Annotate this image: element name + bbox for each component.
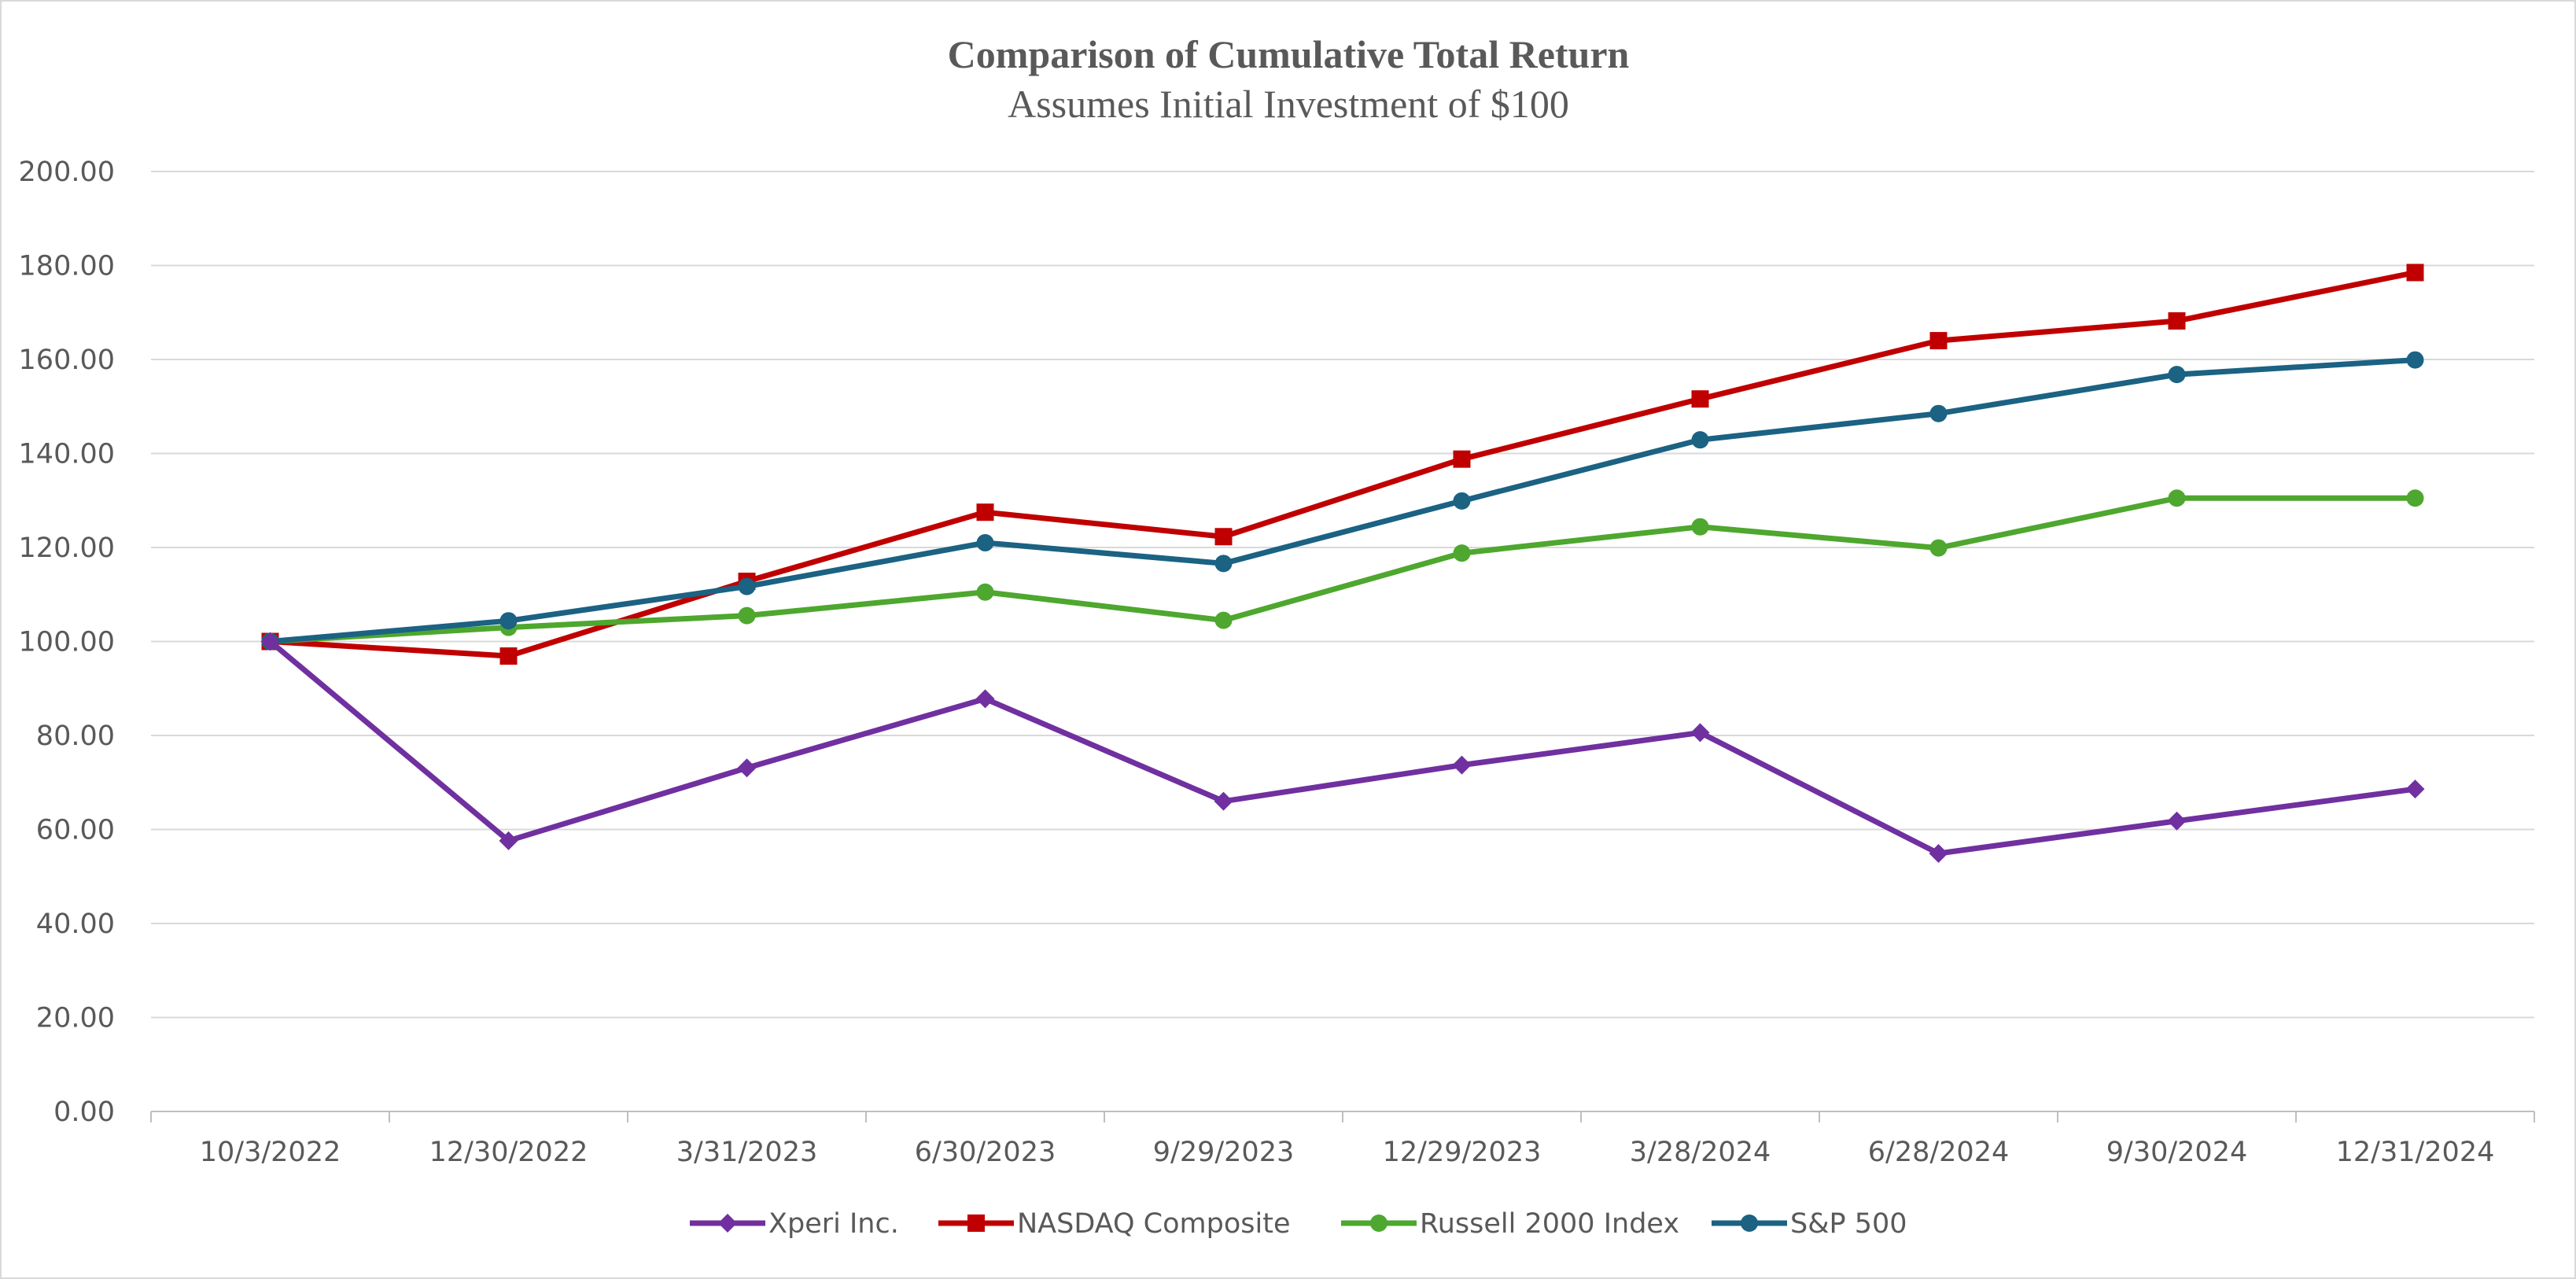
series-russell-2000-index (261, 489, 2424, 651)
data-point (499, 831, 518, 850)
x-tick-label: 10/3/2022 (200, 1137, 341, 1168)
x-tick-label: 12/29/2023 (1383, 1137, 1542, 1168)
chart-title: Comparison of Cumulative Total Return (948, 32, 1630, 76)
data-point (2406, 489, 2424, 507)
y-tick-label: 180.00 (19, 251, 115, 282)
y-tick-label: 0.00 (53, 1097, 115, 1128)
x-tick-label: 12/30/2022 (429, 1137, 588, 1168)
legend: Xperi Inc. NASDAQ Composite Russell 2000 I… (690, 1208, 1907, 1240)
data-point (738, 606, 756, 625)
x-tick-label: 3/28/2024 (1630, 1137, 1771, 1168)
data-point (1214, 611, 1233, 629)
data-point (1453, 450, 1471, 468)
y-tick-label: 40.00 (36, 909, 115, 940)
legend-item: S&P 500 (1712, 1208, 1907, 1240)
data-point (1214, 791, 1233, 811)
data-point (1929, 843, 1948, 863)
data-point (1690, 723, 1710, 743)
data-point (2405, 780, 2425, 799)
y-tick-label: 20.00 (36, 1003, 115, 1034)
x-tick-label: 9/29/2023 (1153, 1137, 1294, 1168)
y-tick-label: 80.00 (36, 721, 115, 752)
data-point (2168, 489, 2186, 507)
axes: 0.00 20.00 40.00 60.00 80.00 100.00 120.00 140.… (19, 157, 2535, 1168)
gridlines (151, 171, 2534, 1019)
series-xperi-inc- (260, 632, 2425, 863)
data-point (1691, 390, 1709, 408)
y-tick-label: 120.00 (19, 533, 115, 564)
x-tick-label: 6/28/2024 (1868, 1137, 2009, 1168)
y-tick-label: 100.00 (19, 627, 115, 658)
data-point (1929, 404, 1948, 422)
series-line (267, 639, 2418, 857)
legend-item: NASDAQ Composite (938, 1208, 1290, 1240)
data-point (976, 534, 994, 552)
x-tick-label: 3/31/2023 (676, 1137, 817, 1168)
y-tick-label: 140.00 (19, 439, 115, 470)
data-point (1691, 518, 1709, 536)
series-lines (260, 264, 2425, 863)
legend-marker (718, 1214, 737, 1233)
legend-label: Xperi Inc. (768, 1208, 899, 1240)
legend-marker (1741, 1214, 1758, 1232)
data-point (976, 583, 994, 601)
data-point (1929, 539, 1948, 557)
data-point (260, 632, 280, 651)
series-nasdaq-composite (261, 264, 2424, 665)
data-point (2406, 264, 2424, 282)
y-tick-label: 200.00 (19, 157, 115, 188)
chart-subtitle: Assumes Initial Investment of $100 (1008, 82, 1569, 126)
series-line (267, 357, 2418, 644)
data-point (1929, 332, 1948, 350)
legend-label: Russell 2000 Index (1420, 1208, 1679, 1240)
data-point (1214, 555, 1233, 573)
data-point (1453, 544, 1471, 562)
y-tick-label: 60.00 (36, 815, 115, 846)
legend-marker (1370, 1214, 1388, 1232)
data-point (975, 689, 995, 709)
series-s-p-500 (261, 351, 2424, 651)
data-point (2167, 811, 2187, 831)
data-point (499, 647, 518, 665)
data-point (2168, 312, 2186, 330)
legend-marker (967, 1214, 985, 1232)
data-point (2406, 351, 2424, 369)
x-tick-label: 12/31/2024 (2336, 1137, 2495, 1168)
data-point (737, 758, 757, 778)
legend-label: S&P 500 (1790, 1208, 1907, 1240)
data-point (2168, 366, 2186, 384)
x-tick-label: 9/30/2024 (2106, 1137, 2247, 1168)
data-point (1214, 528, 1233, 546)
legend-item: Xperi Inc. (690, 1208, 899, 1240)
data-point (1453, 492, 1471, 510)
legend-item: Russell 2000 Index (1341, 1208, 1679, 1240)
data-point (738, 577, 756, 595)
series-line (267, 495, 2418, 644)
y-tick-label: 160.00 (19, 345, 115, 376)
series-line (267, 269, 2418, 659)
data-point (1691, 431, 1709, 449)
x-tick-label: 6/30/2023 (915, 1137, 1056, 1168)
data-point (499, 612, 518, 630)
legend-label: NASDAQ Composite (1017, 1208, 1290, 1240)
data-point (1452, 755, 1472, 775)
data-point (976, 503, 994, 522)
